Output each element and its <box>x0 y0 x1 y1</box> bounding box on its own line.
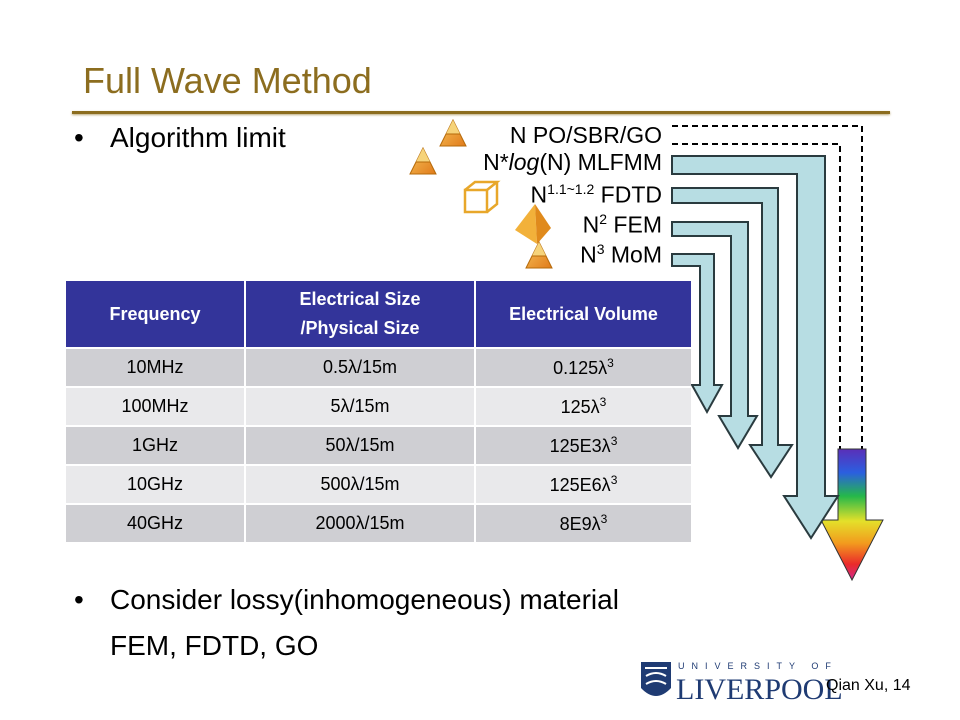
pyramid-icon <box>525 240 553 269</box>
cell-volume: 125E6λ3 <box>475 464 691 504</box>
cell-frequency: 40GHz <box>66 503 246 542</box>
title-divider <box>72 111 890 114</box>
arrow-mlfmm <box>671 155 840 540</box>
cell-size: 2000λ/15m <box>245 503 476 542</box>
cell-volume: 125λ3 <box>475 386 691 426</box>
pyramid-icon <box>409 146 437 175</box>
algo-label-mlfmm: N*log(N) MLFMM <box>483 149 662 175</box>
arrow-po-rainbow <box>672 125 884 582</box>
crest-icon <box>641 662 671 696</box>
arrow-fdtd <box>671 187 794 479</box>
bullet-algorithm-limit: • Algorithm limit <box>74 122 286 154</box>
arrow-fem <box>671 221 759 450</box>
cell-frequency: 10MHz <box>66 347 246 387</box>
table-header-row: Frequency Electrical Size/Physical Size … <box>66 281 691 348</box>
bullet-continuation: FEM, FDTD, GO <box>110 630 319 661</box>
cell-size: 500λ/15m <box>245 464 476 504</box>
bullet-dot-icon: • <box>74 584 84 615</box>
pyramid-icon <box>439 118 467 147</box>
table-header-electrical-volume: Electrical Volume <box>475 281 691 348</box>
cell-volume: 0.125λ3 <box>475 347 691 387</box>
algo-label-mom: N3 MoM <box>580 241 662 268</box>
cell-volume: 125E3λ3 <box>475 425 691 465</box>
cube-icon <box>463 180 501 214</box>
bullet-text: Algorithm limit <box>110 122 286 153</box>
table-row: 100MHz 5λ/15m 125λ3 <box>66 386 691 426</box>
algo-label-fem: N2 FEM <box>582 211 662 238</box>
bullet-text: Consider lossy(inhomogeneous) material <box>110 584 619 615</box>
cell-volume: 8E9λ3 <box>475 503 691 542</box>
algo-label-po: N PO/SBR/GO <box>509 122 662 148</box>
logo-university-text: UNIVERSITY OF <box>678 661 838 671</box>
table-header-electrical-size: Electrical Size/Physical Size <box>245 281 476 348</box>
logo-liverpool-text: LIVERPOOL <box>676 673 843 706</box>
tetrahedron-icon <box>515 204 551 244</box>
algo-label-fdtd: N1.1~1.2 FDTD <box>530 181 662 208</box>
slide-title: Full Wave Method <box>83 60 372 101</box>
table-row: 10MHz 0.5λ/15m 0.125λ3 <box>66 347 691 387</box>
table-row: 40GHz 2000λ/15m 8E9λ3 <box>66 503 691 542</box>
table-row: 10GHz 500λ/15m 125E6λ3 <box>66 464 691 504</box>
cell-size: 5λ/15m <box>245 386 476 426</box>
cell-size: 50λ/15m <box>245 425 476 465</box>
bullet-dot-icon: • <box>74 122 84 153</box>
cell-frequency: 100MHz <box>66 386 246 426</box>
table-row: 1GHz 50λ/15m 125E3λ3 <box>66 425 691 465</box>
table-header-frequency: Frequency <box>66 281 246 348</box>
cell-frequency: 1GHz <box>66 425 246 465</box>
bullet-lossy-material: • Consider lossy(inhomogeneous) material <box>74 584 619 616</box>
frequency-table: Frequency Electrical Size/Physical Size … <box>66 281 691 542</box>
arrow-mom <box>671 253 724 415</box>
cell-size: 0.5λ/15m <box>245 347 476 387</box>
slide-footer: Qian Xu, 14 <box>826 677 911 694</box>
cell-frequency: 10GHz <box>66 464 246 504</box>
